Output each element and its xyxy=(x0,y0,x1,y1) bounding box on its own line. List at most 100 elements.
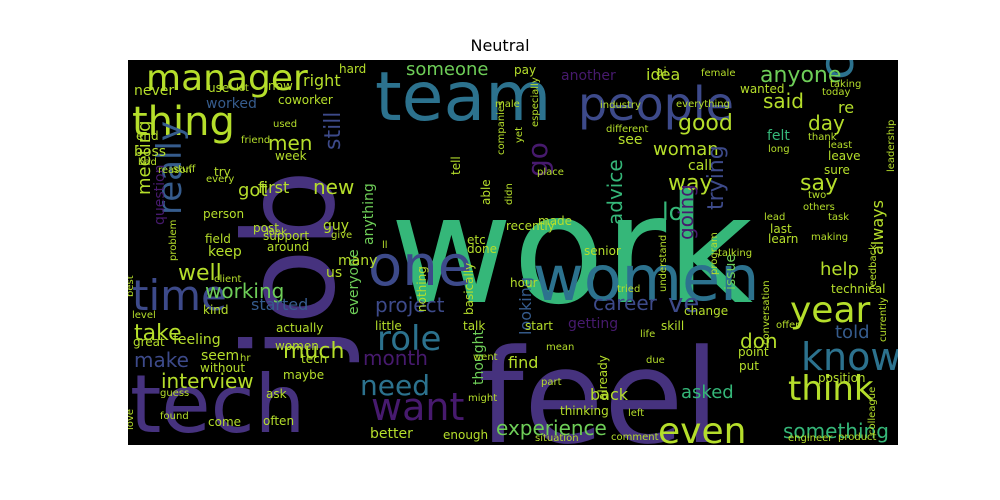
word-good-25: good xyxy=(678,111,733,136)
plot-title: Neutral xyxy=(470,36,530,55)
word-working-20: working xyxy=(205,279,284,303)
word-us-67: us xyxy=(326,265,342,281)
word-women-4: women xyxy=(533,242,759,315)
word-skill-89: skill xyxy=(661,319,684,333)
word-month-39: month xyxy=(363,346,428,370)
word-advice-33: advice xyxy=(603,159,627,225)
word-new-52: new xyxy=(313,175,354,199)
word-year-13: year xyxy=(790,290,871,331)
word-best-137: best xyxy=(128,275,136,297)
word-question-61: question xyxy=(152,165,168,225)
word-level-129: level xyxy=(132,310,156,321)
word-first-53: first xyxy=(258,178,289,197)
word-support-117: support xyxy=(263,229,309,243)
word-feel-1: feel xyxy=(478,321,720,445)
word-wanted-103: wanted xyxy=(740,82,784,96)
word-something-45: something xyxy=(783,419,889,443)
word-pay-106: pay xyxy=(514,63,536,77)
word-always-55: always xyxy=(868,200,887,255)
word-anyone-26: anyone xyxy=(760,63,841,88)
word-worked-56: worked xyxy=(206,96,257,112)
word-might-155: might xyxy=(468,393,497,404)
word-long-180: long xyxy=(768,144,790,155)
word-talk-87: talk xyxy=(463,319,485,333)
word-time-10: time xyxy=(132,271,227,320)
word-two-98: two xyxy=(808,190,826,201)
word-said-27: said xyxy=(763,89,804,113)
word-career-36: career xyxy=(593,291,658,315)
word-bad-141: bad xyxy=(138,157,157,168)
word-understand-167: understand xyxy=(658,235,669,292)
word-life-163: life xyxy=(640,329,655,340)
word-looking-68: looking xyxy=(516,277,535,335)
word-make-41: make xyxy=(134,348,189,372)
word-engineer-170: engineer xyxy=(788,433,833,444)
word-actually-121: actually xyxy=(276,321,323,335)
word-use-109: use xyxy=(208,81,229,95)
word-comment-161: comment xyxy=(611,432,659,443)
word-day-28: day xyxy=(808,111,845,135)
word-feeling-75: feeling xyxy=(173,332,221,348)
word-least-178: least xyxy=(828,140,852,151)
word-currently-173: currently xyxy=(878,297,889,342)
word-idea-58: idea xyxy=(646,65,680,84)
word-know-14: know xyxy=(801,335,898,379)
word-leave-94: leave xyxy=(828,149,861,163)
word-coworker-102: coworker xyxy=(278,93,333,107)
word-hr-132: hr xyxy=(240,353,251,364)
word-going-35: going xyxy=(674,184,698,240)
word-hard-107: hard xyxy=(339,62,366,76)
word-talking-169: talking xyxy=(718,248,752,259)
word-issue-73: issue xyxy=(723,254,739,290)
word-keep-62: keep xyxy=(208,244,242,260)
word-take-42: take xyxy=(134,321,182,346)
word-started-60: started xyxy=(251,295,308,314)
word-one-6: one xyxy=(368,234,472,299)
word-don-47: don xyxy=(740,329,778,353)
word-today-182: today xyxy=(822,87,851,98)
word-didn-190: didn xyxy=(504,183,515,205)
word-basically-151: basically xyxy=(462,263,476,315)
word-point-91: point xyxy=(738,345,769,359)
word-right-57: right xyxy=(303,71,341,90)
word-hour-85: hour xyxy=(510,276,538,290)
word-kind-128: kind xyxy=(203,303,229,317)
word-senior-152: senior xyxy=(584,244,621,258)
word-felt-79: felt xyxy=(767,128,790,144)
word-place-159: place xyxy=(537,167,564,178)
word-task-177: task xyxy=(828,212,849,223)
word-find-69: find xyxy=(508,353,538,372)
word-enough-84: enough xyxy=(443,428,488,442)
word-anything-63: anything xyxy=(361,183,377,245)
word-due-164: due xyxy=(646,355,665,366)
word-last-95: last xyxy=(770,222,792,236)
word-work-0: work xyxy=(390,164,753,338)
word-cloud-svg: workfeeljobteamwomentechonepeoplecompany… xyxy=(128,60,898,445)
word-offer-165: offer xyxy=(776,320,800,331)
word-call-81: call xyxy=(688,158,712,174)
word-seem-74: seem xyxy=(201,348,239,364)
word-position-101: position xyxy=(818,371,866,385)
word-people-7: people xyxy=(578,77,734,131)
word-part-158: part xyxy=(541,377,562,388)
word-try-112: try xyxy=(214,165,231,179)
word-person-114: person xyxy=(203,207,244,221)
word-great-130: great xyxy=(133,335,165,349)
word-etc-148: etc xyxy=(467,233,486,247)
word-now-108: now xyxy=(268,79,293,93)
word-ai-105: ai xyxy=(656,65,667,79)
word-boss-76: boss xyxy=(134,144,166,160)
word-trying-34: trying xyxy=(704,145,729,210)
word-change-90: change xyxy=(684,304,728,318)
word-better-83: better xyxy=(370,426,413,442)
word-without-131: without xyxy=(200,361,245,375)
word-ask-125: ask xyxy=(266,387,287,401)
word-already-157: already xyxy=(596,355,610,400)
word-mean-153: mean xyxy=(546,342,574,353)
word-tech-5: tech xyxy=(130,358,305,445)
word-another-59: another xyxy=(561,68,616,84)
word-especially-188: especially xyxy=(530,77,541,127)
word-colleague-172: colleague xyxy=(867,387,878,435)
word-recently-147: recently xyxy=(506,219,555,233)
word-never-77: never xyxy=(134,83,174,99)
